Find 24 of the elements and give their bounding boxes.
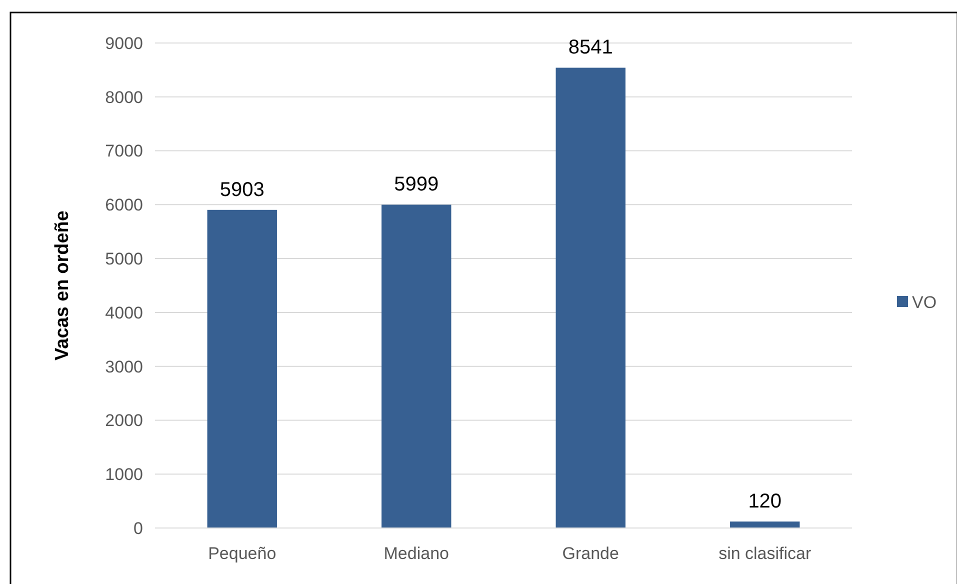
legend-label: VO: [912, 292, 937, 312]
y-tick-label: 3000: [105, 357, 143, 376]
x-tick-label: Mediano: [384, 544, 449, 563]
y-tick-label: 0: [134, 518, 143, 538]
x-tick-label: Pequeño: [208, 544, 276, 563]
bar: [730, 522, 800, 528]
y-tick-label: 8000: [105, 88, 143, 107]
data-label: 5903: [220, 178, 264, 201]
y-tick-label: 1000: [105, 465, 143, 484]
y-tick-label: 7000: [105, 142, 143, 161]
y-tick-label: 4000: [105, 303, 143, 322]
data-label: 8541: [568, 36, 613, 59]
y-tick-label: 9000: [105, 34, 143, 53]
y-axis-title: Vacas en ordeñe: [52, 210, 73, 360]
y-tick-label: 6000: [105, 196, 143, 215]
x-tick-label: sin clasificar: [718, 544, 812, 563]
y-tick-label: 2000: [105, 411, 143, 430]
bar: [382, 204, 452, 528]
data-label: 5999: [394, 174, 439, 196]
bar: [556, 68, 626, 528]
x-tick-label: Grande: [562, 544, 619, 563]
bar: [207, 210, 277, 528]
data-label: 120: [748, 490, 782, 513]
y-tick-label: 5000: [105, 250, 143, 269]
